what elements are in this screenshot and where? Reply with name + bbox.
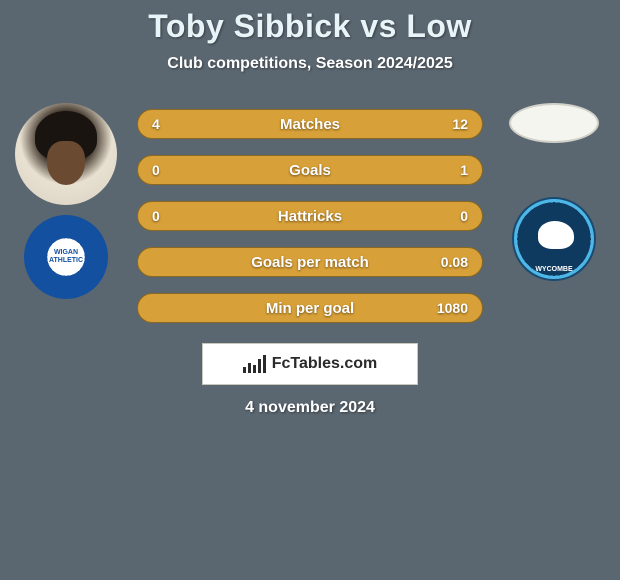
stat-bar-min-per-goal: Min per goal 1080 xyxy=(137,293,483,323)
right-column xyxy=(499,97,609,281)
player-photo-left xyxy=(15,103,117,205)
stat-label: Min per goal xyxy=(138,300,482,317)
brand-logo: FcTables.com xyxy=(202,343,418,385)
player-placeholder-right xyxy=(509,103,599,143)
comparison-card: Toby Sibbick vs Low Club competitions, S… xyxy=(0,0,620,417)
stat-bar-matches: 4 Matches 12 xyxy=(137,109,483,139)
content-row: 4 Matches 12 0 Goals 1 0 Hattricks 0 Goa… xyxy=(0,97,620,323)
bar-chart-icon xyxy=(243,355,266,373)
stat-bars: 4 Matches 12 0 Goals 1 0 Hattricks 0 Goa… xyxy=(137,97,483,323)
stat-left-value: 4 xyxy=(152,116,160,132)
stat-right-value: 1080 xyxy=(437,300,468,316)
page-title: Toby Sibbick vs Low xyxy=(0,8,620,45)
stat-bar-goals-per-match: Goals per match 0.08 xyxy=(137,247,483,277)
stat-right-value: 12 xyxy=(452,116,468,132)
stat-bar-hattricks: 0 Hattricks 0 xyxy=(137,201,483,231)
stat-label: Hattricks xyxy=(138,208,482,225)
stat-right-value: 1 xyxy=(460,162,468,178)
date-text: 4 november 2024 xyxy=(245,399,375,417)
stat-right-value: 0 xyxy=(460,208,468,224)
stat-left-value: 0 xyxy=(152,208,160,224)
stat-label: Matches xyxy=(138,116,482,133)
left-column xyxy=(11,97,121,299)
stat-bar-goals: 0 Goals 1 xyxy=(137,155,483,185)
stat-right-value: 0.08 xyxy=(441,254,468,270)
club-badge-wigan xyxy=(24,215,108,299)
club-badge-wycombe xyxy=(512,197,596,281)
subtitle: Club competitions, Season 2024/2025 xyxy=(0,55,620,73)
stat-left-value: 0 xyxy=(152,162,160,178)
stat-label: Goals per match xyxy=(138,254,482,271)
stat-label: Goals xyxy=(138,162,482,179)
footer: FcTables.com 4 november 2024 xyxy=(0,343,620,417)
brand-text: FcTables.com xyxy=(272,355,378,373)
